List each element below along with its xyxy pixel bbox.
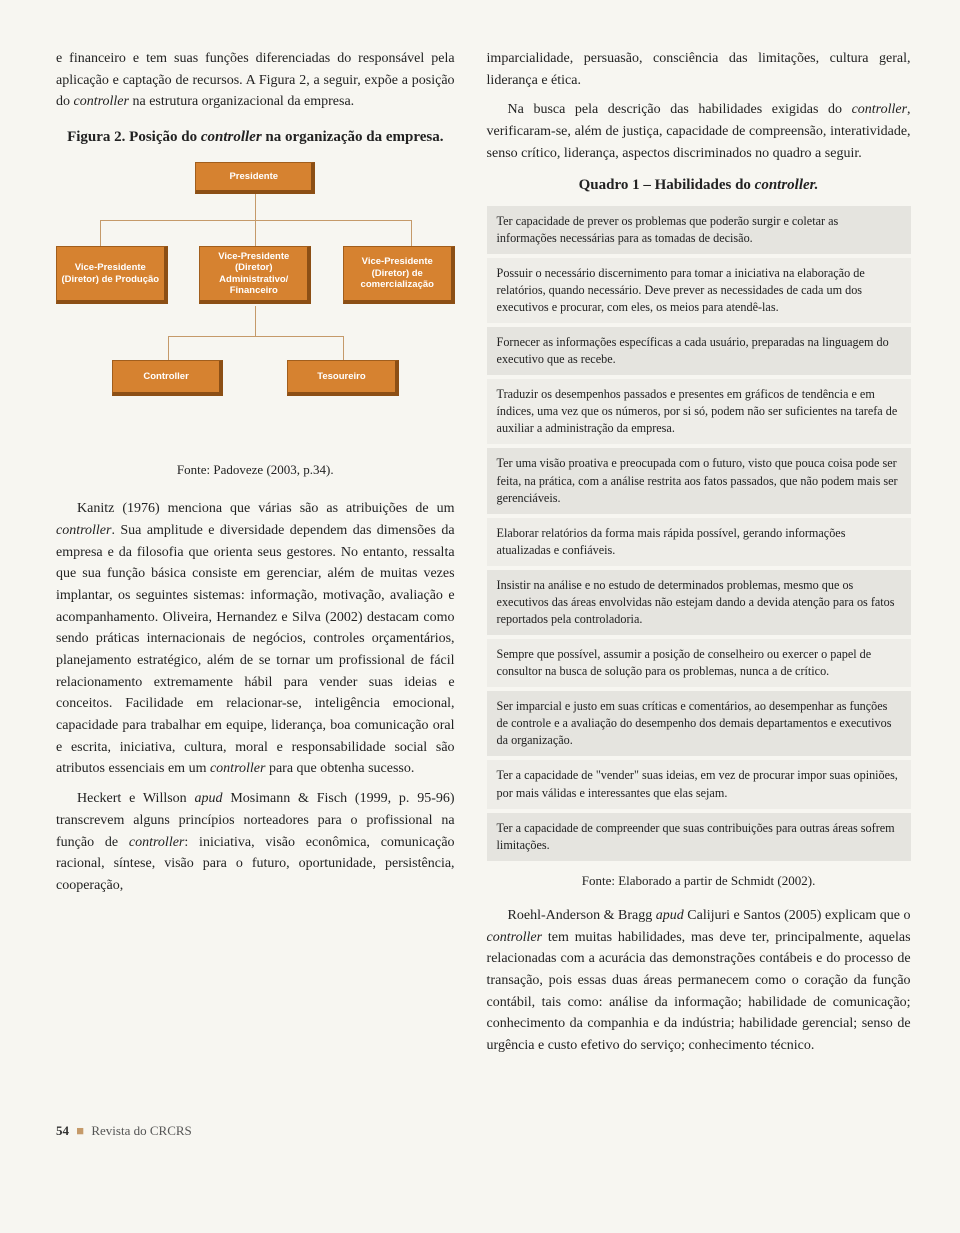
footer-bullet-icon: ■ (76, 1123, 84, 1138)
table-cell: Ter a capacidade de "vender" suas ideias… (487, 758, 911, 810)
org-line (168, 336, 169, 360)
table-row: Possuir o necessário discernimento para … (487, 256, 911, 325)
text: Roehl-Anderson & Bragg (508, 908, 656, 923)
right-column: imparcialidade, persuasão, consciência d… (487, 48, 911, 1065)
text-italic: controller (852, 102, 907, 117)
left-para-1: e financeiro e tem suas funções diferenc… (56, 48, 455, 113)
table-row: Ter uma visão proativa e preocupada com … (487, 446, 911, 515)
table-row: Ter a capacidade de "vender" suas ideias… (487, 758, 911, 810)
table-row: Fornecer as informações específicas a ca… (487, 325, 911, 377)
left-para-3: Heckert e Willson apud Mosimann & Fisch … (56, 788, 455, 896)
org-label: Controller (143, 371, 188, 382)
journal-name: Revista do CRCRS (91, 1123, 191, 1138)
table-cell: Insistir na análise e no estudo de deter… (487, 568, 911, 637)
org-node-vp-admin-fin: Vice-Presidente (Diretor) Administrativo… (199, 246, 311, 304)
left-column: e financeiro e tem suas funções diferenc… (56, 48, 455, 1065)
table-cell: Possuir o necessário discernimento para … (487, 256, 911, 325)
text-italic: controller (201, 129, 262, 145)
org-node-tesoureiro: Tesoureiro (287, 360, 399, 396)
table-row: Sempre que possível, assumir a posição d… (487, 637, 911, 689)
text: Heckert e Willson (77, 791, 195, 806)
org-label: Tesoureiro (317, 371, 365, 382)
quadro-1-source: Fonte: Elaborado a partir de Schmidt (20… (487, 871, 911, 891)
text-italic: controller (56, 523, 111, 538)
right-para-2: Na busca pela descrição das habilidades … (487, 99, 911, 164)
text: na organização da empresa. (262, 129, 444, 145)
page-footer: 54 ■ Revista do CRCRS (56, 1121, 904, 1141)
org-line (255, 220, 256, 246)
table-row: Traduzir os desempenhos passados e prese… (487, 377, 911, 446)
table-cell: Fornecer as informações específicas a ca… (487, 325, 911, 377)
org-node-vp-producao: Vice-Presidente (Diretor) de Produção (56, 246, 168, 304)
table-cell: Elaborar relatórios da forma mais rápida… (487, 516, 911, 568)
org-node-controller: Controller (112, 360, 224, 396)
text-italic: apud (656, 908, 684, 923)
right-para-3: Roehl-Anderson & Bragg apud Calijuri e S… (487, 905, 911, 1057)
text: Na busca pela descrição das habilidades … (508, 102, 852, 117)
right-para-1: imparcialidade, persuasão, consciência d… (487, 48, 911, 91)
org-line (255, 306, 256, 336)
text-italic: controller (487, 930, 542, 945)
page-number: 54 (56, 1123, 69, 1138)
text-italic: controller (74, 94, 129, 109)
org-line (411, 220, 412, 246)
table-cell: Sempre que possível, assumir a posição d… (487, 637, 911, 689)
table-row: Ter a capacidade de compreender que suas… (487, 811, 911, 863)
table-cell: Ter uma visão proativa e preocupada com … (487, 446, 911, 515)
quadro-1-title: Quadro 1 – Habilidades do controller. (487, 174, 911, 197)
table-cell: Ter capacidade de prever os problemas qu… (487, 206, 911, 256)
table-row: Insistir na análise e no estudo de deter… (487, 568, 911, 637)
text: . Sua amplitude e diversidade dependem d… (56, 523, 455, 777)
org-line (255, 194, 256, 220)
text: para que obtenha sucesso. (265, 761, 414, 776)
text-italic: apud (195, 791, 223, 806)
text-italic: controller. (755, 177, 819, 193)
table-cell: Ter a capacidade de compreender que suas… (487, 811, 911, 863)
two-column-layout: e financeiro e tem suas funções diferenc… (56, 48, 904, 1065)
org-node-presidente: Presidente (195, 162, 315, 194)
org-chart: Presidente Vice-Presidente (Diretor) de … (56, 158, 455, 448)
text: tem muitas habilidades, mas deve ter, pr… (487, 930, 911, 1053)
table-row: Elaborar relatórios da forma mais rápida… (487, 516, 911, 568)
table-cell: Traduzir os desempenhos passados e prese… (487, 377, 911, 446)
text-italic: controller (129, 835, 184, 850)
table-row: Ser imparcial e justo em suas críticas e… (487, 689, 911, 758)
text: Figura 2. Posição do (67, 129, 201, 145)
text: Kanitz (1976) menciona que várias são as… (77, 501, 455, 516)
figure-2-title: Figura 2. Posição do controller na organ… (56, 127, 455, 148)
text: Calijuri e Santos (2005) explicam que o (684, 908, 911, 923)
org-label: Presidente (229, 171, 278, 182)
org-line (343, 336, 344, 360)
left-para-2: Kanitz (1976) menciona que várias são as… (56, 498, 455, 780)
table-cell: Ser imparcial e justo em suas críticas e… (487, 689, 911, 758)
org-label: Vice-Presidente (Diretor) de Produção (61, 262, 160, 285)
org-label: Vice-Presidente (Diretor) de comercializ… (348, 256, 447, 290)
text: na estrutura organizacional da empresa. (129, 94, 354, 109)
text-italic: controller (210, 761, 265, 776)
quadro-1-table: Ter capacidade de prever os problemas qu… (487, 206, 911, 865)
table-row: Ter capacidade de prever os problemas qu… (487, 206, 911, 256)
org-line (100, 220, 101, 246)
figure-2-source: Fonte: Padoveze (2003, p.34). (56, 460, 455, 480)
org-line (168, 336, 343, 337)
org-node-vp-comerc: Vice-Presidente (Diretor) de comercializ… (343, 246, 455, 304)
text: Quadro 1 – Habilidades do (579, 177, 755, 193)
org-label: Vice-Presidente (Diretor) Administrativo… (204, 251, 303, 297)
